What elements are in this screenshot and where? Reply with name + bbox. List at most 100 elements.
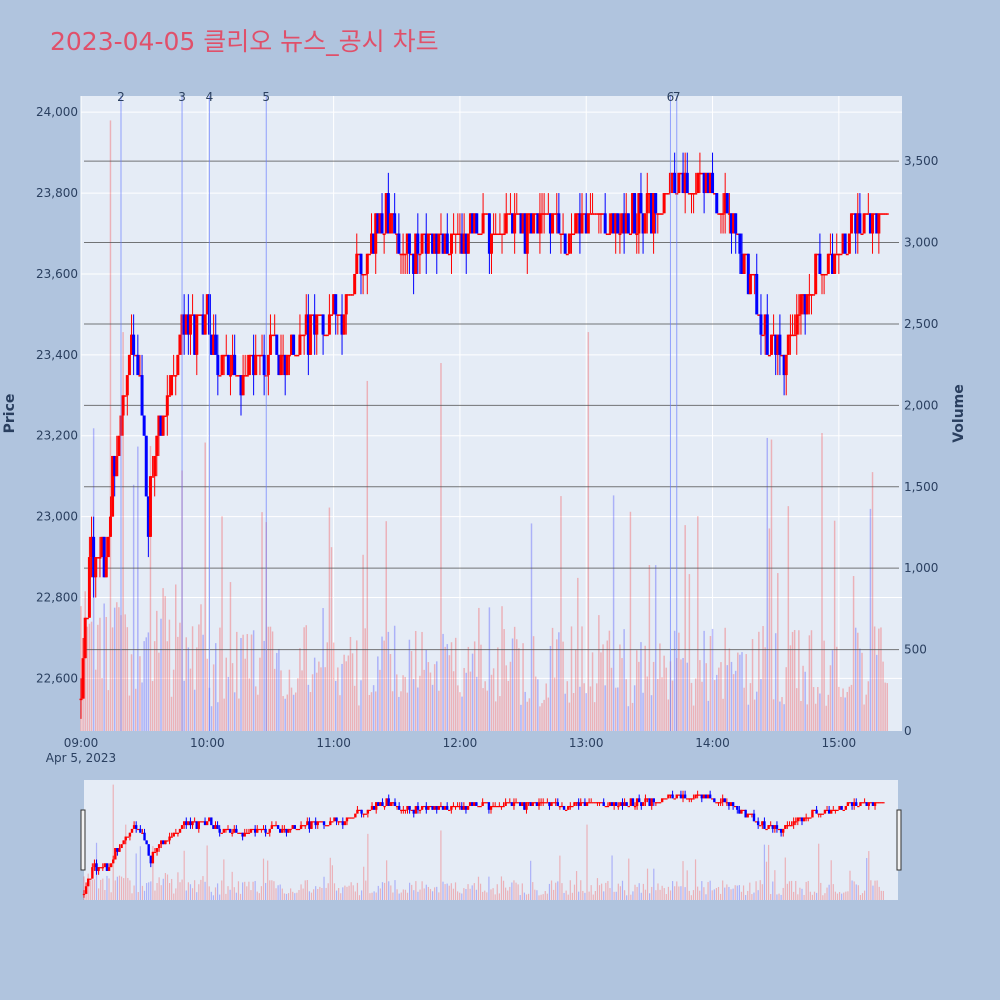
candle-body xyxy=(380,213,384,234)
volume-bar xyxy=(577,577,579,731)
candle-body xyxy=(125,375,129,396)
slider-volume-bar xyxy=(231,871,233,900)
slider-candle-body xyxy=(423,805,426,808)
slider-candle-body xyxy=(103,863,107,868)
slider-volume-bar xyxy=(312,889,315,900)
slider-volume-bar xyxy=(118,875,121,900)
candle-body xyxy=(210,334,214,355)
volume-bar xyxy=(593,702,596,731)
volume-bar xyxy=(347,655,350,731)
main-plot-area[interactable]: 2 3 4 5 67 xyxy=(79,90,903,731)
slider-candle-body xyxy=(615,802,618,806)
slider-candle-body xyxy=(316,821,319,826)
slider-volume-bar xyxy=(381,882,384,900)
slider-volume-bar xyxy=(212,895,215,900)
slider-candle-body xyxy=(333,817,336,822)
slider-volume-bar xyxy=(788,881,791,900)
volume-bar xyxy=(486,690,489,731)
slider-candle-body xyxy=(337,821,340,823)
volume-bar xyxy=(638,661,640,731)
candle-body xyxy=(420,233,424,254)
slider-candle-body xyxy=(437,805,441,810)
slider-candle-body xyxy=(414,805,418,814)
slider-candle-body xyxy=(233,828,236,833)
slider-volume-bar xyxy=(561,883,563,900)
candle-body xyxy=(186,314,190,335)
candle-body xyxy=(271,334,275,337)
candle-body xyxy=(809,294,813,296)
candle-body xyxy=(475,213,479,234)
slider-volume-bar xyxy=(146,883,148,900)
candle-body xyxy=(414,233,418,274)
candle-body xyxy=(540,213,544,215)
slider-candle-body xyxy=(606,805,610,808)
volume-bar xyxy=(539,706,541,731)
volume-bar xyxy=(423,669,425,731)
volume-bar xyxy=(842,688,844,731)
candle-body xyxy=(527,213,531,215)
slider-volume-bar xyxy=(880,890,882,900)
volume-bar xyxy=(614,687,617,731)
slider-volume-bar xyxy=(148,882,150,900)
slider-volume-bar xyxy=(605,882,607,900)
volume-bar xyxy=(709,636,712,731)
slider-candle-body xyxy=(375,802,378,810)
volume-bar xyxy=(753,699,756,731)
slider-volume-bar xyxy=(425,884,427,900)
candle-body xyxy=(582,213,586,215)
volume-bar xyxy=(425,649,427,731)
date-label: Apr 5, 2023 xyxy=(46,751,116,765)
slider-volume-bar xyxy=(843,892,845,900)
slider-volume-bar xyxy=(160,885,162,900)
slider-candle-body xyxy=(118,848,121,852)
slider-volume-bar xyxy=(171,878,173,900)
range-slider-left-handle[interactable] xyxy=(80,809,86,871)
slider-candle-body xyxy=(825,809,829,812)
slider-candle-body xyxy=(541,802,545,804)
volume-bar xyxy=(126,627,129,731)
slider-volume-bar xyxy=(836,893,839,900)
slider-candle-body xyxy=(621,802,624,806)
range-slider[interactable] xyxy=(80,780,902,900)
volume-bar xyxy=(273,668,276,731)
candle-body xyxy=(831,253,835,274)
slider-candle-body xyxy=(180,825,184,829)
range-slider-right-handle[interactable] xyxy=(896,809,902,871)
slider-candle-body xyxy=(512,802,516,806)
slider-volume-bar xyxy=(379,888,381,900)
volume-bar xyxy=(667,699,670,731)
slider-volume-bar xyxy=(699,890,701,900)
slider-volume-bar xyxy=(317,888,319,900)
volume-bar xyxy=(785,667,787,731)
candle-body xyxy=(79,698,83,701)
slider-volume-bar xyxy=(646,868,649,900)
slider-candle-body xyxy=(406,805,409,810)
news-marker-label: 5 xyxy=(262,90,270,104)
volume-bar xyxy=(130,654,133,731)
candle-body xyxy=(799,294,803,315)
volume-bar xyxy=(254,686,257,731)
slider-candle-body xyxy=(354,813,357,818)
slider-volume-bar xyxy=(436,886,438,900)
slider-volume-bar xyxy=(592,894,594,900)
volume-tick-label: 2,500 xyxy=(904,317,938,331)
candle-body xyxy=(199,314,203,316)
slider-candle-body xyxy=(802,817,806,822)
volume-bar xyxy=(831,650,834,731)
slider-volume-bar xyxy=(427,886,429,900)
candle-body xyxy=(290,334,294,355)
volume-bar xyxy=(360,680,362,731)
candle-body xyxy=(765,314,769,355)
volume-bar xyxy=(684,525,686,731)
volume-bar xyxy=(320,667,322,731)
slider-volume-bar xyxy=(102,878,104,900)
slider-candle-body xyxy=(383,805,386,808)
slider-volume-bar xyxy=(586,824,588,900)
slider-candle-body xyxy=(454,805,457,808)
candle-body xyxy=(144,435,148,497)
candle-body xyxy=(218,375,222,377)
volume-bar xyxy=(800,701,802,731)
volume-bar xyxy=(297,678,299,731)
candle-body xyxy=(862,213,866,234)
